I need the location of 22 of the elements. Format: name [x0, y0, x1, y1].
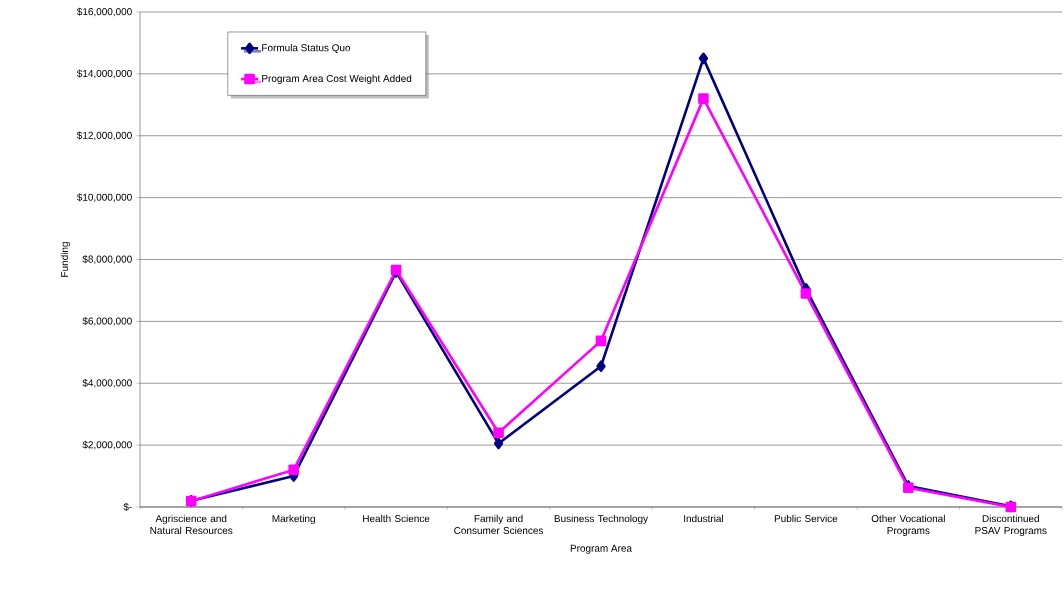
y-tick-label: $12,000,000: [76, 131, 132, 141]
x-axis-title: Program Area: [570, 544, 632, 554]
x-tick-label: Industrial: [684, 514, 723, 523]
x-tick-label: Family and Consumer Sciences: [454, 514, 544, 535]
x-tick-label: Business Technology: [554, 514, 649, 525]
y-axis-title: Funding: [60, 242, 70, 277]
legend-label: Program Area Cost Weight Added: [262, 74, 412, 84]
x-tick-label: Health Science: [363, 514, 430, 523]
y-tick-label: $16,000,000: [76, 7, 132, 17]
y-tick-label: $-: [123, 502, 132, 512]
y-tick-label: $10,000,000: [76, 193, 132, 202]
y-tick-label: $14,000,000: [76, 69, 132, 79]
x-tick-label: Marketing: [272, 514, 315, 525]
x-tick-label: Agriscience and Natural Resources: [150, 514, 233, 535]
legend-label: Formula Status Quo: [262, 43, 351, 54]
y-tick-label: $4,000,000: [82, 378, 132, 388]
y-tick-label: $8,000,000: [82, 255, 132, 264]
y-tick-label: $6,000,000: [82, 317, 132, 326]
x-tick-label: Public Service: [774, 514, 838, 523]
x-tick-label: Other Vocational Programs: [871, 514, 945, 537]
y-tick-label: $2,000,000: [82, 440, 132, 450]
x-tick-label: Discontinued PSAV Programs: [975, 514, 1047, 537]
